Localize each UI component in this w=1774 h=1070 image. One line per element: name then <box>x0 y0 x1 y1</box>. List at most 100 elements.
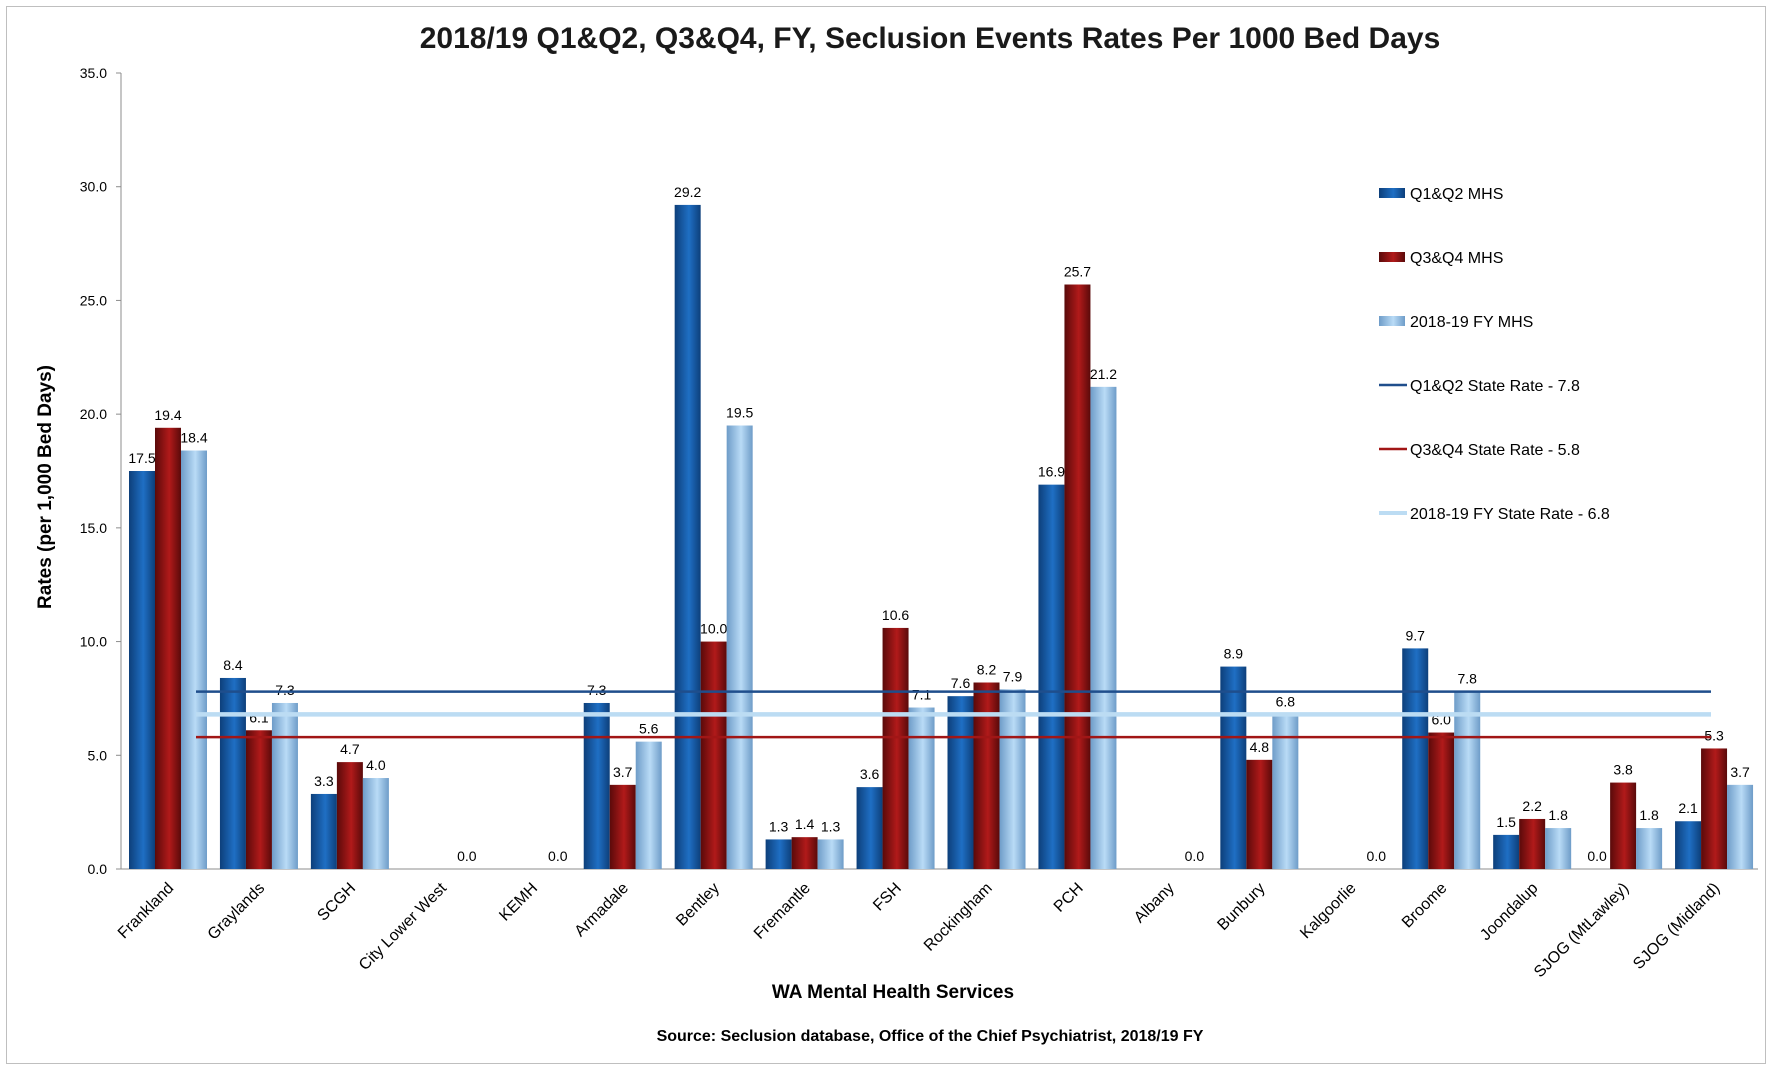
y-tick-label: 30.0 <box>80 179 107 195</box>
bar-q1-q2-mhs-sjog-midland- <box>1675 821 1702 869</box>
bar-q3-q4-mhs-armadale <box>609 784 636 869</box>
chart-title: 2018/19 Q1&Q2, Q3&Q4, FY, Seclusion Even… <box>420 22 1441 55</box>
data-label: 1.3 <box>821 818 841 834</box>
chart-frame <box>6 6 1766 1064</box>
x-tick-label: SJOG (Midland) <box>1630 880 1723 973</box>
data-label: 1.5 <box>1496 814 1516 830</box>
y-axis-title: Rates (per 1,000 Bed Days) <box>35 365 56 609</box>
legend-swatch <box>1379 188 1405 198</box>
data-label: 3.7 <box>1730 764 1750 780</box>
x-tick-label: Kalgoorlie <box>1297 880 1359 942</box>
bar-q1-q2-mhs-pch <box>1038 484 1065 869</box>
x-tick-label: Rockingham <box>921 880 996 955</box>
bar-2018-19-fy-mhs-graylands <box>271 702 298 869</box>
data-label: 19.4 <box>154 407 181 423</box>
y-tick-label: 35.0 <box>80 65 107 81</box>
bar-q1-q2-mhs-armadale <box>583 702 610 869</box>
x-tick-label: Frankland <box>115 880 177 942</box>
x-tick-label: Bunbury <box>1214 880 1268 934</box>
bar-2018-19-fy-mhs-bunbury <box>1272 714 1299 869</box>
data-label: 4.8 <box>1250 739 1270 755</box>
data-label: 5.6 <box>639 721 659 737</box>
bar-q3-q4-mhs-frankland <box>155 427 181 869</box>
bar-2018-19-fy-mhs-bentley <box>726 425 753 869</box>
bar-q3-q4-mhs-scgh <box>336 762 363 869</box>
data-label: 25.7 <box>1064 264 1091 280</box>
plot-area: 0.0 5.0 10.0 15.0 20.0 25.0 30.0 35.0 17.5 8.4 3.3… <box>80 65 1758 981</box>
bar-q3-q4-mhs-broome <box>1428 732 1455 869</box>
data-label: 9.7 <box>1405 627 1425 643</box>
bar-2018-19-fy-mhs-scgh <box>362 778 389 869</box>
data-label: 0.0 <box>1367 848 1387 864</box>
data-label: 3.6 <box>860 766 880 782</box>
bar-q1-q2-mhs-bentley <box>674 204 701 869</box>
bar-q3-q4-mhs-bentley <box>700 641 727 869</box>
data-label: 19.5 <box>726 405 753 421</box>
bar-2018-19-fy-mhs-sjog-midland- <box>1727 784 1754 869</box>
data-label: 6.8 <box>1276 693 1296 709</box>
bar-q3-q4-mhs-sjog-midland- <box>1701 748 1728 869</box>
data-label: 10.0 <box>700 621 727 637</box>
data-label: 1.8 <box>1548 807 1568 823</box>
x-tick-label: Joondalup <box>1477 880 1541 944</box>
bar-q3-q4-mhs-fsh <box>882 627 909 869</box>
data-label: 1.3 <box>769 818 789 834</box>
bar-2018-19-fy-mhs-rockingham <box>999 689 1026 869</box>
x-tick-label: FSH <box>870 880 905 915</box>
bar-2018-19-fy-mhs-pch <box>1090 386 1117 869</box>
data-label: 10.6 <box>882 607 909 623</box>
bar-q1-q2-mhs-fremantle <box>765 839 792 869</box>
bar-2018-19-fy-mhs-sjog-mtlawley- <box>1636 828 1663 869</box>
x-tick-label: PCH <box>1051 880 1087 916</box>
data-label: 7.8 <box>1457 671 1477 687</box>
y-tick-label: 0.0 <box>88 861 108 877</box>
bar-q1-q2-mhs-graylands <box>219 677 246 869</box>
x-tick-label: Bentley <box>673 880 723 930</box>
legend-label: Q1&Q2 State Rate - 7.8 <box>1410 378 1580 395</box>
x-tick-label: Albany <box>1131 880 1178 927</box>
data-label: 2.2 <box>1522 798 1542 814</box>
bar-q1-q2-mhs-bunbury <box>1220 666 1247 869</box>
bar-2018-19-fy-mhs-frankland <box>181 450 207 869</box>
data-label: 0.0 <box>1185 848 1205 864</box>
y-tick-label: 25.0 <box>80 292 107 308</box>
legend-swatch <box>1379 316 1405 326</box>
bar-2018-19-fy-mhs-broome <box>1454 691 1481 869</box>
bar-q1-q2-mhs-fsh <box>856 787 883 869</box>
legend-label: Q3&Q4 State Rate - 5.8 <box>1410 442 1580 459</box>
data-label: 16.9 <box>1038 464 1065 480</box>
data-label: 8.9 <box>1224 646 1244 662</box>
bar-q3-q4-mhs-fremantle <box>791 837 818 869</box>
legend: Q1&Q2 MHS Q3&Q4 MHS 2018-19 FY MHS Q1&Q2 St… <box>1379 186 1610 523</box>
legend-label: Q1&Q2 MHS <box>1410 186 1503 203</box>
bar-q3-q4-mhs-joondalup <box>1519 818 1546 869</box>
bar-q1-q2-mhs-joondalup <box>1493 834 1520 869</box>
bar-q3-q4-mhs-sjog-mtlawley- <box>1610 782 1637 869</box>
data-label: 5.3 <box>1704 727 1724 743</box>
data-label: 8.4 <box>223 657 243 673</box>
data-label: 0.0 <box>548 848 568 864</box>
data-label: 29.2 <box>674 184 701 200</box>
data-label: 3.3 <box>314 773 334 789</box>
x-tick-label: Armadale <box>572 880 633 941</box>
data-label: 7.1 <box>912 687 932 703</box>
data-label: 3.8 <box>1613 762 1633 778</box>
data-label: 7.3 <box>275 682 295 698</box>
x-tick-label: SCGH <box>314 880 359 925</box>
data-label: 3.7 <box>613 764 633 780</box>
data-label: 7.3 <box>587 682 607 698</box>
x-tick-label: SJOG (MtLawley) <box>1531 880 1632 981</box>
data-label: 7.6 <box>951 675 971 691</box>
x-tick-label: City Lower West <box>356 879 451 974</box>
y-tick-label: 10.0 <box>80 634 107 650</box>
bar-2018-19-fy-mhs-fsh <box>908 707 935 869</box>
bar-q3-q4-mhs-rockingham <box>973 682 1000 869</box>
x-tick-label: Broome <box>1399 880 1451 932</box>
bar-q3-q4-mhs-graylands <box>245 730 272 869</box>
bar-q1-q2-mhs-scgh <box>310 793 337 869</box>
bar-2018-19-fy-mhs-armadale <box>635 741 662 869</box>
legend-label: Q3&Q4 MHS <box>1410 250 1503 267</box>
data-label: 0.0 <box>457 848 477 864</box>
bar-q1-q2-mhs-frankland <box>129 471 155 869</box>
